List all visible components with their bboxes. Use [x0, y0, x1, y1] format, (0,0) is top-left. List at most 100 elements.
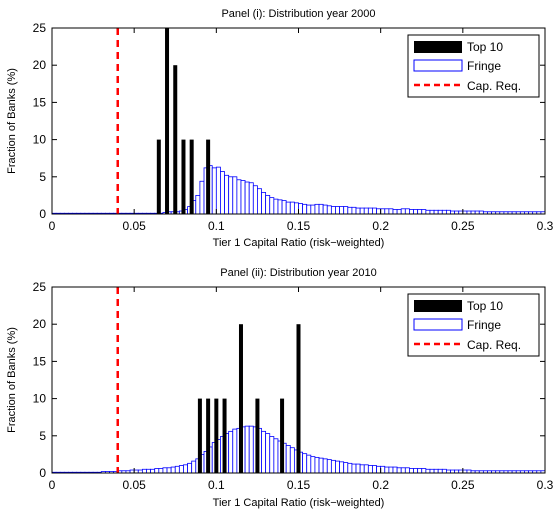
x-tick-label: 0.3 [537, 219, 554, 233]
legend-label-cap-req: Cap. Req. [467, 79, 521, 93]
series-fringe [51, 165, 546, 215]
bar-fringe [146, 468, 152, 474]
bar-fringe [363, 464, 369, 474]
bar-fringe [359, 464, 365, 474]
bar-fringe [314, 456, 320, 474]
bar-fringe [269, 197, 275, 215]
bar-fringe [404, 208, 410, 215]
y-tick-label: 20 [33, 58, 47, 72]
bar-fringe [326, 459, 332, 474]
bar-fringe [281, 200, 287, 215]
x-tick-label: 0.2 [372, 219, 389, 233]
y-tick-label: 20 [33, 317, 47, 331]
bar-fringe [433, 209, 439, 215]
bar-fringe [183, 464, 188, 474]
x-tick-label: 0 [49, 478, 56, 492]
bar-fringe [228, 430, 234, 474]
bar-fringe [322, 204, 328, 215]
bar-fringe [141, 468, 147, 474]
bar-fringe [404, 467, 410, 474]
bar-fringe [232, 176, 238, 215]
y-axis-label: Fraction of Banks (%) [6, 68, 18, 174]
bar-fringe [187, 462, 193, 474]
x-tick-label: 0 [49, 219, 56, 233]
bar-fringe [330, 459, 336, 474]
bar-fringe [310, 204, 316, 215]
bar-fringe [261, 192, 267, 215]
y-tick-label: 10 [33, 392, 47, 406]
x-tick-label: 0.25 [451, 219, 475, 233]
bar-fringe [174, 465, 180, 474]
bar-fringe [400, 467, 406, 474]
bar-fringe [388, 466, 394, 474]
legend-label-top10: Top 10 [467, 299, 503, 313]
bar-fringe [437, 209, 443, 215]
x-tick-label: 0.05 [122, 219, 146, 233]
bar-fringe [343, 462, 349, 474]
legend-swatch-fringe [413, 59, 463, 72]
bar-fringe [248, 182, 254, 215]
bar-fringe [306, 454, 312, 474]
bar-fringe [195, 194, 201, 215]
bar-fringe [392, 466, 398, 474]
bar-fringe [224, 174, 230, 215]
bar-top10 [156, 139, 161, 214]
y-tick-label: 5 [39, 170, 46, 184]
bar-top10 [238, 324, 243, 473]
bar-fringe [326, 205, 332, 215]
bar-top10 [296, 324, 301, 473]
x-tick-label: 0.15 [287, 478, 311, 492]
bar-top10 [222, 398, 227, 473]
plot-area [51, 28, 546, 215]
bar-fringe [380, 208, 386, 215]
bar-fringe [330, 206, 336, 215]
legend-label-cap-req: Cap. Req. [467, 338, 521, 352]
bar-fringe [154, 468, 160, 474]
bar-fringe [425, 209, 431, 215]
bar-fringe [441, 468, 447, 474]
bar-fringe [339, 461, 345, 474]
y-tick-label: 0 [39, 466, 46, 480]
bar-fringe [355, 207, 361, 215]
x-tick-label: 0.2 [372, 478, 389, 492]
x-tick-label: 0.25 [451, 478, 475, 492]
bar-fringe [351, 463, 357, 474]
bar-fringe [372, 465, 377, 474]
bar-fringe [273, 438, 279, 474]
x-tick-label: 0.05 [122, 478, 146, 492]
bar-fringe [396, 467, 402, 474]
bar-fringe [240, 180, 246, 215]
y-tick-label: 25 [33, 280, 47, 294]
bar-fringe [335, 206, 340, 215]
bar-fringe [248, 425, 254, 474]
x-tick-label: 0.15 [287, 219, 311, 233]
bar-top10 [206, 398, 211, 473]
bar-fringe [244, 181, 250, 215]
bar-top10 [280, 398, 285, 473]
bar-fringe [162, 467, 168, 474]
y-tick-label: 15 [33, 354, 47, 368]
bar-fringe [302, 203, 308, 215]
y-axis-label: Fraction of Banks (%) [6, 327, 18, 433]
bar-fringe [409, 468, 414, 474]
x-tick-label: 0.3 [537, 478, 554, 492]
bar-fringe [269, 436, 275, 474]
bar-fringe [166, 467, 172, 474]
bar-fringe [380, 465, 386, 474]
bar-fringe [310, 456, 316, 474]
x-tick-label: 0.1 [208, 219, 225, 233]
bar-fringe [306, 204, 312, 215]
bar-fringe [363, 207, 369, 215]
bar-fringe [158, 468, 164, 474]
legend-swatch-top10 [414, 300, 462, 312]
bar-fringe [211, 167, 217, 215]
bar-top10 [165, 28, 170, 214]
bar-fringe [265, 194, 271, 215]
bar-top10 [181, 139, 186, 214]
bar-fringe [265, 433, 271, 474]
bar-fringe [421, 468, 427, 474]
y-tick-label: 10 [33, 133, 47, 147]
chart-title: Panel (i): Distribution year 2000 [221, 8, 375, 20]
bar-fringe [191, 460, 197, 474]
bar-fringe [347, 206, 353, 215]
